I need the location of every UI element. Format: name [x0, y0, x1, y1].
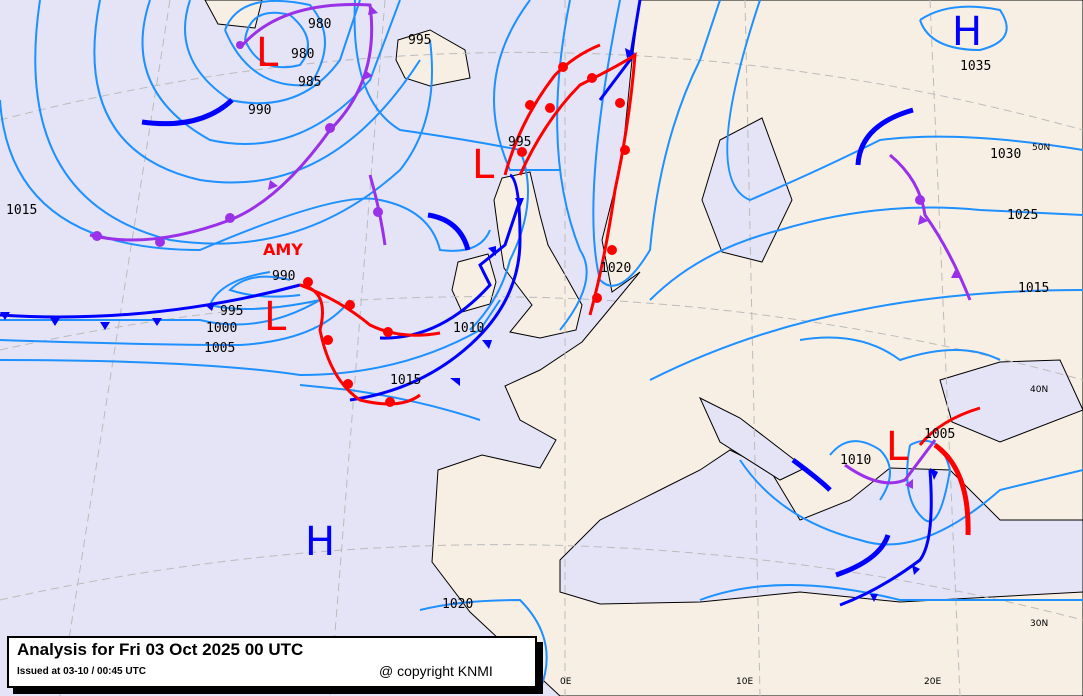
grid-label: 0E [560, 677, 572, 687]
warm-front [518, 52, 637, 316]
cold-front [835, 534, 891, 578]
isobar-label: 995 [508, 135, 531, 150]
occluded-front [889, 153, 972, 301]
black-sea [939, 359, 1083, 443]
grid-label: 20E [924, 677, 941, 687]
grid-label: 10E [736, 677, 753, 687]
cold-front [855, 107, 914, 166]
cold-front [791, 457, 832, 492]
cold-front [839, 469, 933, 607]
grid-label: 50N [1032, 143, 1050, 153]
high-center-icon: H [952, 9, 982, 55]
cold-front [379, 199, 522, 340]
cold-front [427, 212, 471, 251]
isobar-label: 995 [408, 33, 431, 48]
isobar-label: 980 [308, 17, 331, 32]
isobar-label: 1005 [204, 341, 235, 356]
low-center-icon: L [886, 424, 909, 470]
warm-front [299, 283, 441, 337]
isobar-label: 1020 [600, 261, 631, 276]
occluded-front [844, 439, 937, 485]
isobar-label: 1015 [1018, 281, 1049, 296]
cold-front [141, 98, 234, 127]
warm-front [918, 406, 981, 446]
info-box: Analysis for Fri 03 Oct 2025 00 UTC Issu… [7, 636, 537, 688]
isobar-label: 1015 [390, 373, 421, 388]
isobar-label: 990 [248, 103, 271, 118]
center-value: 980 [291, 47, 314, 62]
isobar-labels: 980 985 990 995 995 1015 990 995 1000 10… [6, 17, 1049, 612]
cold-front [598, 0, 642, 101]
warm-front [933, 442, 971, 536]
isobar-label: 1025 [1007, 208, 1038, 223]
isobar-label: 1015 [6, 203, 37, 218]
isobar-label: 1020 [442, 597, 473, 612]
analysis-title: Analysis for Fri 03 Oct 2025 00 UTC [17, 640, 304, 659]
center-value: 1035 [960, 59, 991, 74]
pressure-centers: L 980 L L AMY H 1035 H L 1005 [256, 9, 991, 565]
copyright: @ copyright KNMI [379, 663, 493, 679]
low-center-icon: L [264, 294, 287, 340]
grid-label: 30N [1030, 619, 1048, 629]
isobar-label: 1010 [840, 453, 871, 468]
low-center-icon: L [472, 142, 495, 188]
isobar-label: 985 [298, 75, 321, 90]
high-center-icon: H [305, 519, 335, 565]
isobar-label: 1000 [206, 321, 237, 336]
storm-name: AMY [263, 240, 303, 259]
issued-time: Issued at 03-10 / 00:45 UTC [17, 666, 146, 677]
isobar-label: 1010 [453, 321, 484, 336]
grid-labels: 50N 40N 30N 0E 10E 20E [560, 143, 1050, 687]
isobar-label: 1030 [990, 147, 1021, 162]
warm-front [503, 43, 601, 176]
adriatic-sea [698, 396, 806, 481]
baltic-sea [701, 117, 793, 263]
isobar-label: 995 [220, 304, 243, 319]
front-symbols [0, 5, 961, 602]
low-center-icon: L [256, 30, 279, 76]
cold-front [0, 283, 301, 319]
iceland [395, 29, 471, 87]
grid-label: 40N [1030, 385, 1048, 395]
isobar-label: 990 [272, 269, 295, 284]
center-value: 1005 [924, 427, 955, 442]
